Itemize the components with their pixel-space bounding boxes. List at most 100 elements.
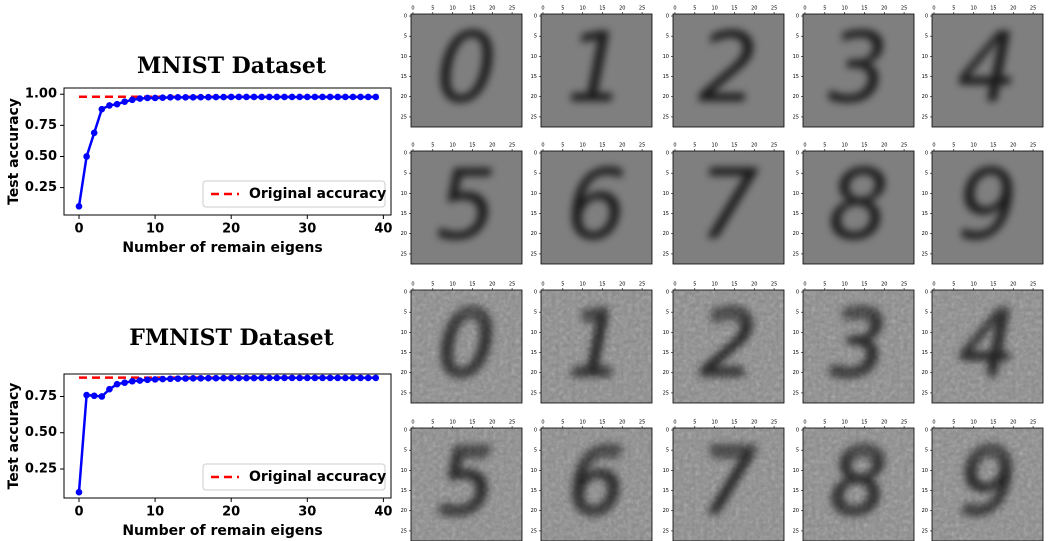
image-x-tick-label: 5: [561, 143, 564, 149]
image-x-tick-label: 25: [509, 143, 515, 149]
point: [121, 98, 128, 105]
image-y-tick-label: 0: [534, 290, 537, 296]
digit-image: 2: [698, 12, 759, 124]
image-y-tick-label: 15: [401, 488, 407, 494]
image-x-tick-label: 0: [673, 420, 676, 426]
point: [266, 375, 273, 382]
image-y-tick-label: 10: [531, 54, 537, 60]
image-x-tick-label: 5: [431, 420, 434, 426]
image-x-tick-label: 15: [731, 420, 737, 426]
digit-image: 7: [698, 149, 759, 261]
image-y-tick-label: 5: [796, 171, 799, 177]
image-x-tick-label: 0: [541, 6, 544, 12]
image-y-tick-label: 5: [925, 448, 928, 454]
x-axis-label: Number of remain eigens: [122, 240, 322, 256]
image-y-tick-label: 10: [922, 468, 928, 474]
image-x-tick-label: 15: [599, 143, 605, 149]
image-x-tick-label: 15: [861, 420, 867, 426]
image-y-tick-label: 5: [925, 34, 928, 40]
image-x-tick-label: 15: [469, 143, 475, 149]
image-y-tick-label: 20: [663, 370, 669, 376]
point: [114, 381, 121, 388]
image-x-tick-label: 5: [431, 282, 434, 288]
point: [251, 94, 258, 101]
image-y-tick-label: 5: [666, 448, 669, 454]
y-tick-label: 0.25: [25, 461, 57, 476]
digit-image: 6: [566, 149, 627, 261]
x-axis-label: Number of remain eigens: [122, 523, 322, 539]
x-tick-label: 0: [74, 505, 83, 520]
image-y-tick-label: 0: [666, 151, 669, 157]
image-y-tick-label: 5: [534, 448, 537, 454]
image-y-tick-label: 15: [531, 350, 537, 356]
point: [99, 393, 106, 400]
point: [281, 375, 288, 382]
image-x-tick-label: 20: [751, 143, 757, 149]
image-x-tick-label: 5: [952, 143, 955, 149]
image-x-tick-label: 0: [541, 282, 544, 288]
point: [152, 95, 159, 102]
image-panel: 1: [541, 12, 652, 127]
point: [76, 203, 83, 210]
point: [327, 375, 334, 382]
image-y-tick-label: 0: [404, 290, 407, 296]
image-x-tick-label: 5: [952, 6, 955, 12]
image-x-tick-label: 15: [469, 282, 475, 288]
image-y-tick-label: 25: [793, 390, 799, 396]
chart-title: MNIST Dataset: [137, 53, 327, 79]
image-y-tick-label: 20: [663, 231, 669, 237]
digit-image: 8: [828, 149, 889, 261]
image-y-tick-label: 5: [404, 171, 407, 177]
image-x-tick-label: 10: [841, 6, 847, 12]
image-y-tick-label: 5: [534, 310, 537, 316]
image-x-tick-label: 5: [952, 420, 955, 426]
image-x-tick-label: 20: [619, 282, 625, 288]
image-x-tick-label: 25: [771, 282, 777, 288]
point: [205, 94, 212, 101]
image-x-tick-label: 0: [932, 420, 935, 426]
image-y-tick-label: 25: [793, 114, 799, 120]
image-y-tick-label: 20: [401, 231, 407, 237]
point: [167, 94, 174, 101]
image-y-tick-label: 20: [531, 508, 537, 514]
image-panel: 7: [673, 149, 784, 264]
image-y-tick-label: 25: [793, 528, 799, 534]
image-x-tick-label: 25: [901, 420, 907, 426]
image-y-tick-label: 25: [401, 114, 407, 120]
image-x-tick-label: 5: [431, 6, 434, 12]
point: [304, 375, 311, 382]
image-panel: 66: [541, 426, 652, 541]
point: [357, 375, 364, 382]
image-y-tick-label: 0: [404, 151, 407, 157]
image-x-tick-label: 15: [990, 143, 996, 149]
image-y-tick-label: 15: [531, 488, 537, 494]
image-panel: 4: [932, 12, 1043, 127]
image-y-tick-label: 10: [663, 330, 669, 336]
image-y-tick-label: 10: [922, 330, 928, 336]
point: [243, 94, 250, 101]
image-x-tick-label: 25: [771, 6, 777, 12]
point: [289, 94, 296, 101]
image-x-tick-label: 20: [1010, 420, 1016, 426]
point: [357, 94, 364, 101]
point: [350, 94, 357, 101]
x-tick-label: 20: [222, 505, 240, 520]
x-tick-label: 0: [74, 222, 83, 237]
image-y-tick-label: 25: [922, 114, 928, 120]
figure: MNIST Dataset0102030400.250.500.751.00Nu…: [0, 0, 1049, 541]
point: [228, 375, 235, 382]
image-y-tick-label: 5: [925, 310, 928, 316]
image-y-tick-label: 15: [793, 211, 799, 217]
image-y-tick-label: 20: [401, 370, 407, 376]
image-y-tick-label: 15: [663, 74, 669, 80]
image-y-tick-label: 15: [663, 211, 669, 217]
image-panel: 0: [411, 12, 522, 127]
point: [114, 101, 121, 108]
point: [274, 94, 281, 101]
image-y-tick-label: 20: [793, 231, 799, 237]
image-x-tick-label: 25: [901, 143, 907, 149]
image-x-tick-label: 20: [489, 420, 495, 426]
image-y-tick-label: 0: [796, 151, 799, 157]
image-y-tick-label: 25: [401, 390, 407, 396]
x-tick-label: 30: [298, 222, 316, 237]
